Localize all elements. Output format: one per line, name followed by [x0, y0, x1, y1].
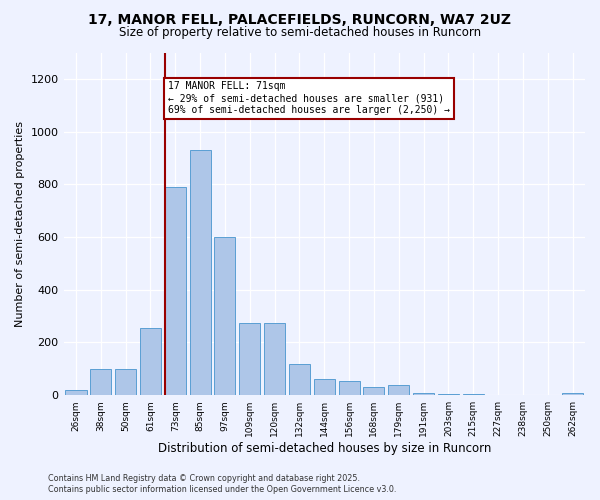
Text: Contains HM Land Registry data © Crown copyright and database right 2025.
Contai: Contains HM Land Registry data © Crown c… — [48, 474, 397, 494]
Bar — [190, 150, 211, 395]
Bar — [413, 392, 434, 395]
Bar — [562, 392, 583, 395]
Bar — [314, 380, 335, 395]
Bar — [214, 237, 235, 395]
Bar — [165, 187, 186, 395]
Bar — [239, 322, 260, 395]
Bar — [364, 388, 385, 395]
Bar — [264, 322, 285, 395]
Bar — [115, 369, 136, 395]
Bar — [65, 390, 86, 395]
Bar — [438, 394, 459, 395]
Bar — [537, 394, 559, 395]
Text: 17 MANOR FELL: 71sqm
← 29% of semi-detached houses are smaller (931)
69% of semi: 17 MANOR FELL: 71sqm ← 29% of semi-detac… — [168, 82, 450, 114]
Bar — [140, 328, 161, 395]
Bar — [90, 369, 112, 395]
Bar — [289, 364, 310, 395]
Text: 17, MANOR FELL, PALACEFIELDS, RUNCORN, WA7 2UZ: 17, MANOR FELL, PALACEFIELDS, RUNCORN, W… — [89, 12, 511, 26]
Bar — [512, 394, 533, 395]
Bar — [338, 380, 359, 395]
X-axis label: Distribution of semi-detached houses by size in Runcorn: Distribution of semi-detached houses by … — [158, 442, 491, 455]
Bar — [463, 394, 484, 395]
Bar — [488, 394, 509, 395]
Bar — [388, 384, 409, 395]
Text: Size of property relative to semi-detached houses in Runcorn: Size of property relative to semi-detach… — [119, 26, 481, 39]
Y-axis label: Number of semi-detached properties: Number of semi-detached properties — [15, 121, 25, 327]
